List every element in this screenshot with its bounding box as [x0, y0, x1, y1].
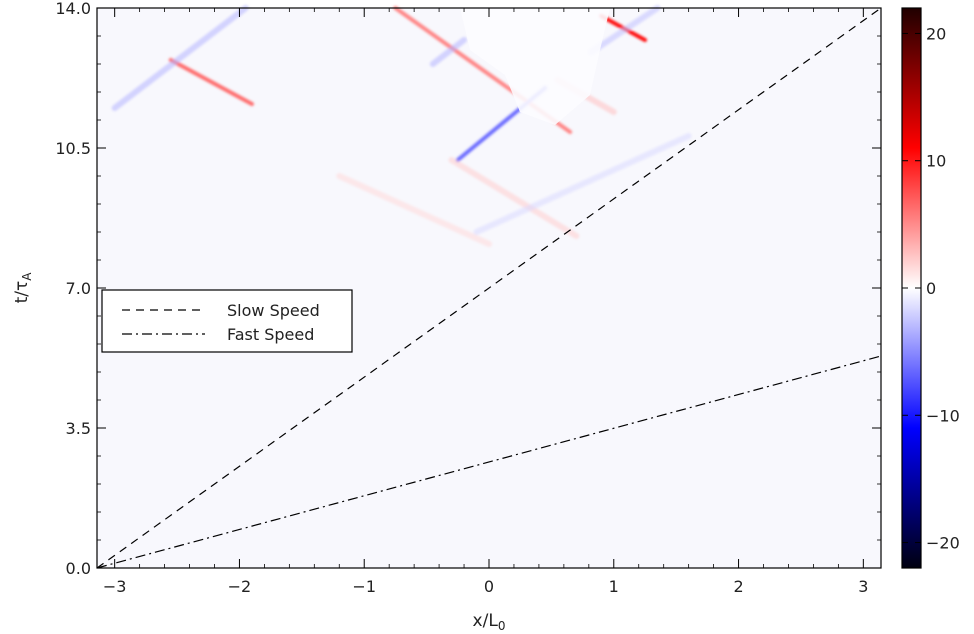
- legend-slow-label: Slow Speed: [227, 301, 320, 320]
- x-tick-label: −3: [103, 577, 127, 596]
- x-tick-label: −2: [228, 577, 252, 596]
- y-tick-label: 3.5: [66, 419, 91, 438]
- colorbar-tick-label: 0: [926, 279, 936, 298]
- legend: Slow Speed Fast Speed: [102, 290, 352, 352]
- colorbar: −20 −10 0 10 20: [902, 8, 960, 568]
- colorbar-tick-label: 20: [926, 24, 946, 43]
- colorbar-tick-label: −20: [926, 534, 960, 553]
- legend-fast-label: Fast Speed: [227, 325, 314, 344]
- x-tick-label: −1: [352, 577, 376, 596]
- y-tick-label: 10.5: [55, 139, 91, 158]
- x-tick-label: 0: [484, 577, 494, 596]
- colorbar-tick-label: −10: [926, 406, 960, 425]
- y-tick-label: 14.0: [55, 0, 91, 18]
- x-axis-title: x/L0: [473, 611, 506, 633]
- x-tick-label: 2: [733, 577, 743, 596]
- y-axis-title: t/τA: [12, 272, 34, 304]
- y-tick-label: 0.0: [66, 559, 91, 578]
- x-tick-label: 1: [609, 577, 619, 596]
- colorbar-tick-label: 10: [926, 152, 946, 171]
- y-tick-label: 7.0: [66, 279, 91, 298]
- x-tick-label: 3: [858, 577, 868, 596]
